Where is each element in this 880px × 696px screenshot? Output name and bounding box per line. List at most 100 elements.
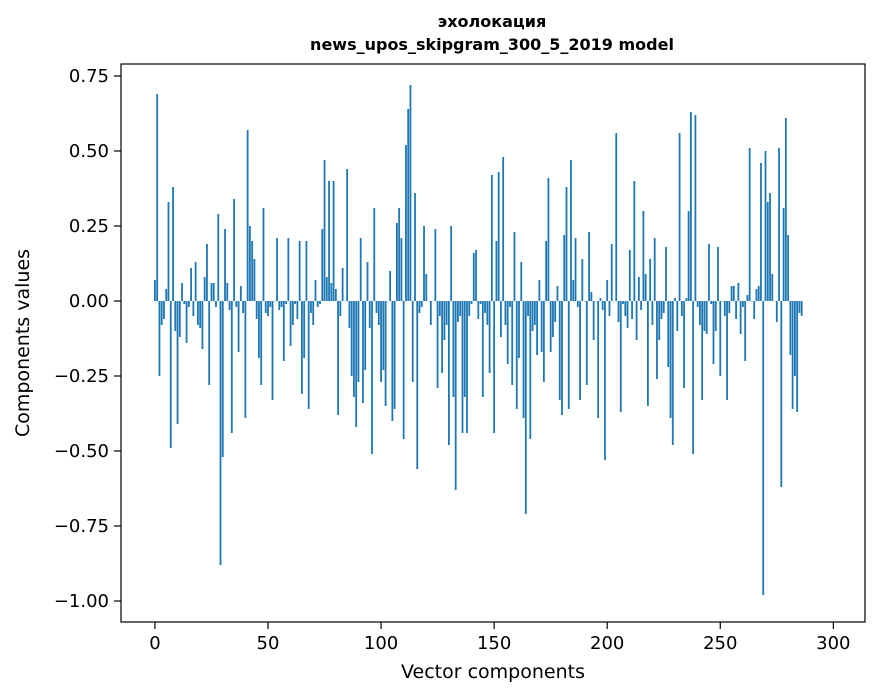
bar-131 bbox=[450, 226, 453, 301]
bar-9 bbox=[174, 301, 177, 331]
bar-93 bbox=[364, 301, 367, 370]
bar-191 bbox=[585, 301, 588, 385]
x-tick-label: 250 bbox=[703, 633, 737, 654]
bar-8 bbox=[172, 187, 174, 301]
bar-6 bbox=[167, 202, 170, 301]
bar-216 bbox=[642, 211, 645, 301]
x-tick-label: 0 bbox=[149, 633, 160, 654]
bar-150 bbox=[493, 301, 496, 433]
bar-254 bbox=[728, 301, 731, 313]
bar-129 bbox=[445, 301, 448, 325]
bar-90 bbox=[357, 301, 360, 382]
bar-239 bbox=[694, 115, 697, 301]
bar-262 bbox=[746, 295, 749, 301]
bar-159 bbox=[513, 232, 516, 301]
bar-210 bbox=[628, 250, 631, 301]
bar-60 bbox=[289, 301, 292, 346]
bar-63 bbox=[296, 301, 299, 319]
bar-97 bbox=[373, 208, 376, 301]
bar-148 bbox=[488, 301, 491, 373]
bar-41 bbox=[246, 130, 249, 301]
bar-162 bbox=[520, 262, 523, 301]
bar-107 bbox=[395, 223, 398, 301]
y-tick-label: −1.00 bbox=[54, 591, 109, 612]
x-tick-label: 200 bbox=[590, 633, 624, 654]
bar-27 bbox=[215, 301, 217, 307]
bar-259 bbox=[739, 301, 742, 334]
bar-219 bbox=[649, 259, 652, 301]
bar-124 bbox=[434, 229, 437, 301]
bar-173 bbox=[545, 241, 548, 301]
bar-184 bbox=[570, 160, 572, 301]
bar-126 bbox=[438, 301, 441, 316]
bar-100 bbox=[380, 301, 382, 382]
bar-265 bbox=[753, 301, 756, 319]
bar-112 bbox=[407, 109, 410, 301]
bar-283 bbox=[793, 301, 796, 376]
bar-66 bbox=[303, 301, 306, 358]
bar-249 bbox=[717, 247, 719, 301]
bar-267 bbox=[757, 286, 760, 301]
bar-114 bbox=[411, 301, 414, 382]
bar-268 bbox=[760, 163, 762, 301]
bar-165 bbox=[527, 301, 529, 316]
bar-181 bbox=[563, 235, 566, 301]
bar-28 bbox=[217, 214, 220, 301]
bar-50 bbox=[267, 301, 269, 316]
bar-146 bbox=[484, 301, 486, 313]
bar-61 bbox=[291, 301, 294, 325]
bar-119 bbox=[423, 226, 425, 301]
bar-182 bbox=[565, 187, 568, 301]
bar-74 bbox=[321, 229, 324, 301]
bar-54 bbox=[276, 238, 278, 301]
bar-178 bbox=[556, 286, 559, 301]
bar-81 bbox=[337, 301, 339, 415]
bar-153 bbox=[500, 301, 502, 337]
bar-225 bbox=[662, 301, 665, 313]
bar-143 bbox=[477, 301, 480, 319]
bar-108 bbox=[398, 208, 401, 301]
bar-177 bbox=[554, 301, 557, 322]
bar-196 bbox=[597, 301, 600, 418]
bar-80 bbox=[334, 289, 337, 301]
bar-92 bbox=[362, 301, 364, 403]
bar-0 bbox=[154, 280, 156, 301]
bar-277 bbox=[780, 301, 783, 487]
bar-18 bbox=[194, 262, 197, 301]
bar-47 bbox=[260, 301, 263, 385]
bar-228 bbox=[669, 301, 672, 418]
bar-48 bbox=[262, 208, 265, 301]
bar-115 bbox=[414, 193, 416, 301]
bar-168 bbox=[533, 301, 536, 325]
bar-257 bbox=[735, 301, 738, 319]
bar-248 bbox=[714, 301, 717, 331]
bar-26 bbox=[212, 283, 215, 301]
bar-89 bbox=[355, 301, 358, 427]
bar-16 bbox=[190, 268, 193, 301]
bar-96 bbox=[371, 301, 373, 454]
bar-67 bbox=[305, 241, 308, 301]
bar-281 bbox=[789, 301, 792, 355]
bar-117 bbox=[418, 301, 421, 313]
bar-13 bbox=[183, 301, 186, 304]
bar-149 bbox=[490, 175, 493, 301]
bar-46 bbox=[258, 301, 260, 358]
bar-200 bbox=[606, 280, 609, 301]
bar-154 bbox=[502, 157, 505, 301]
bar-187 bbox=[576, 301, 579, 307]
bar-128 bbox=[443, 301, 446, 340]
bar-25 bbox=[210, 283, 213, 301]
bar-43 bbox=[251, 241, 254, 301]
bar-95 bbox=[368, 301, 371, 328]
bar-246 bbox=[710, 301, 713, 304]
bar-198 bbox=[601, 301, 604, 310]
bar-33 bbox=[228, 301, 231, 310]
y-tick-label: 0.00 bbox=[69, 291, 109, 312]
bar-144 bbox=[479, 301, 482, 304]
chart-subtitle: news_upos_skipgram_300_5_2019 model bbox=[310, 35, 674, 54]
bar-183 bbox=[567, 301, 570, 409]
bar-171 bbox=[540, 301, 543, 352]
bar-30 bbox=[221, 301, 224, 457]
